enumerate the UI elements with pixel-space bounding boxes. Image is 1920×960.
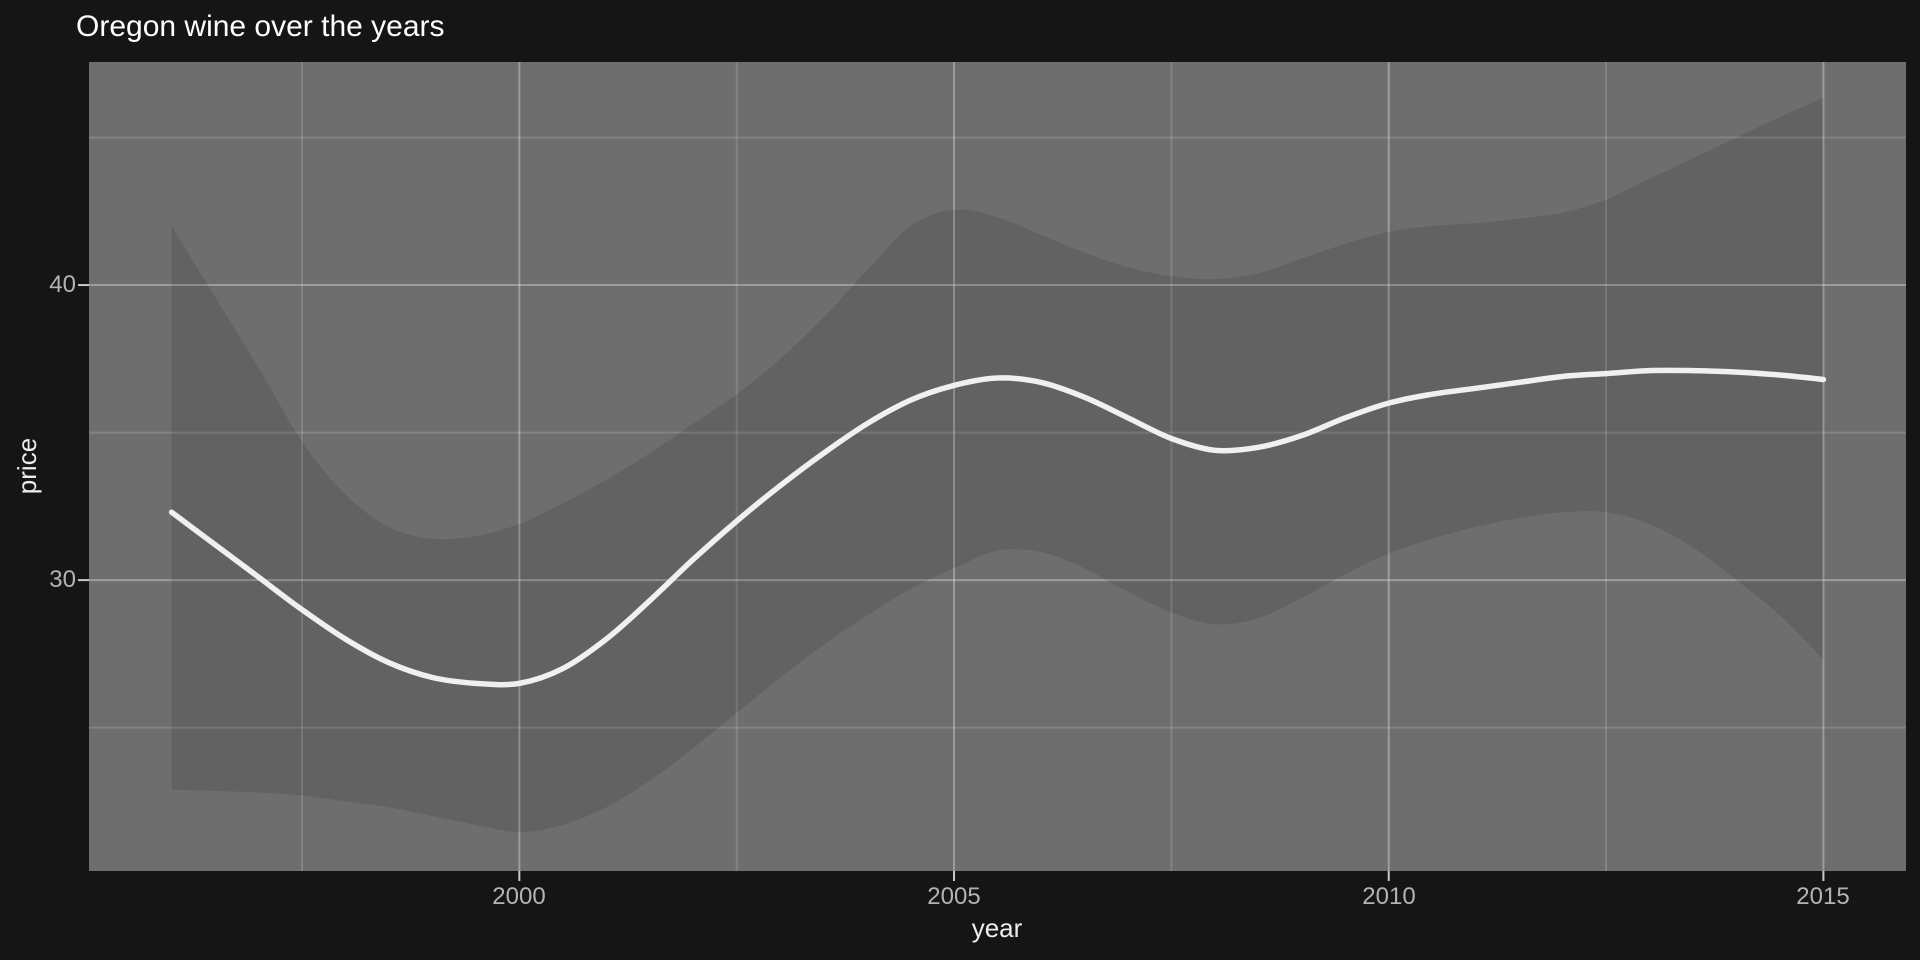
- x-tick-label-2010: 2010: [1362, 883, 1416, 910]
- smoothed-trend-line: [168, 367, 1827, 688]
- y-tick-label-30: 30: [49, 566, 76, 593]
- x-tick-label-2005: 2005: [927, 883, 981, 910]
- confidence-ribbon: [171, 97, 1824, 833]
- y-tick-label-40: 40: [49, 271, 76, 298]
- x-tick-label-2015: 2015: [1796, 883, 1850, 910]
- x-tick-label-2000: 2000: [492, 883, 546, 910]
- grid-minor-lines: [89, 62, 1906, 871]
- y-axis-title: price: [12, 437, 42, 495]
- panel-background: [89, 62, 1906, 871]
- axis-tick-marks: [78, 284, 1825, 881]
- grid-major-lines: [89, 62, 1906, 871]
- plot-title: Oregon wine over the years: [76, 10, 445, 43]
- x-axis-title: year: [971, 913, 1023, 943]
